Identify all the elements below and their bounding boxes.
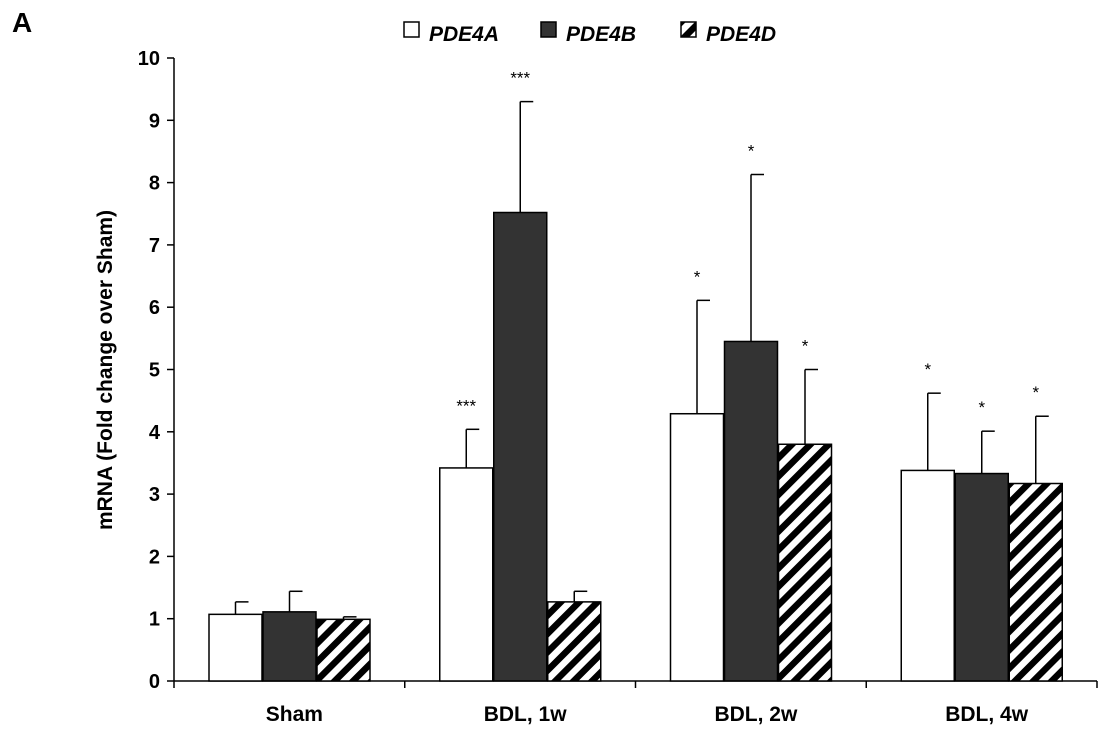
- significance-marker: ***: [456, 396, 476, 415]
- bar-pde4a: [208, 613, 263, 682]
- y-tick-label: 5: [149, 360, 160, 382]
- y-tick-label: 1: [149, 609, 160, 631]
- significance-marker: *: [802, 337, 809, 356]
- y-tick-label: 8: [149, 173, 160, 195]
- bar-pde4b: [262, 611, 317, 682]
- y-tick-label: 4: [149, 422, 161, 444]
- panel-label: A: [12, 7, 32, 38]
- bar-pde4b: [723, 340, 779, 682]
- y-tick-label: 2: [149, 546, 160, 568]
- y-tick-label: 10: [138, 48, 160, 70]
- legend: PDE4A PDE4B PDE4D: [403, 21, 776, 46]
- bar-pde4b: [493, 211, 548, 682]
- bar-pde4d: [316, 618, 371, 682]
- bar-pde4a: [900, 469, 955, 682]
- y-axis-title: mRNA (Fold change over Sham): [94, 210, 117, 530]
- x-tick-label: BDL, 4w: [945, 703, 1029, 726]
- bar-pde4d: [1008, 482, 1063, 682]
- bar-pde4d: [777, 443, 833, 682]
- legend-swatch-pde4b: [540, 21, 557, 38]
- x-tick-label: Sham: [266, 703, 323, 726]
- bar-pde4d: [547, 601, 602, 682]
- legend-swatch-pde4a: [403, 21, 420, 38]
- y-tick-label: 9: [149, 110, 160, 132]
- significance-marker: *: [694, 267, 701, 286]
- y-tick-label: 0: [149, 671, 160, 693]
- bar-pde4b: [954, 472, 1009, 682]
- legend-swatch-pde4d: [680, 21, 697, 38]
- significance-marker: *: [924, 360, 931, 379]
- bar-pde4a: [669, 412, 725, 682]
- x-tick-label: BDL, 2w: [714, 703, 798, 726]
- significance-marker: *: [1032, 383, 1039, 402]
- y-tick-label: 6: [149, 297, 160, 319]
- y-tick-label: 3: [149, 484, 160, 506]
- significance-marker: *: [748, 142, 755, 161]
- legend-label-pde4b: PDE4B: [566, 23, 636, 46]
- legend-label-pde4d: PDE4D: [706, 23, 776, 46]
- significance-marker: ***: [510, 69, 530, 88]
- significance-marker: *: [978, 398, 985, 417]
- y-tick-label: 7: [149, 235, 160, 257]
- bar-pde4a: [439, 467, 494, 682]
- x-tick-label: BDL, 1w: [484, 703, 568, 726]
- legend-label-pde4a: PDE4A: [429, 23, 499, 46]
